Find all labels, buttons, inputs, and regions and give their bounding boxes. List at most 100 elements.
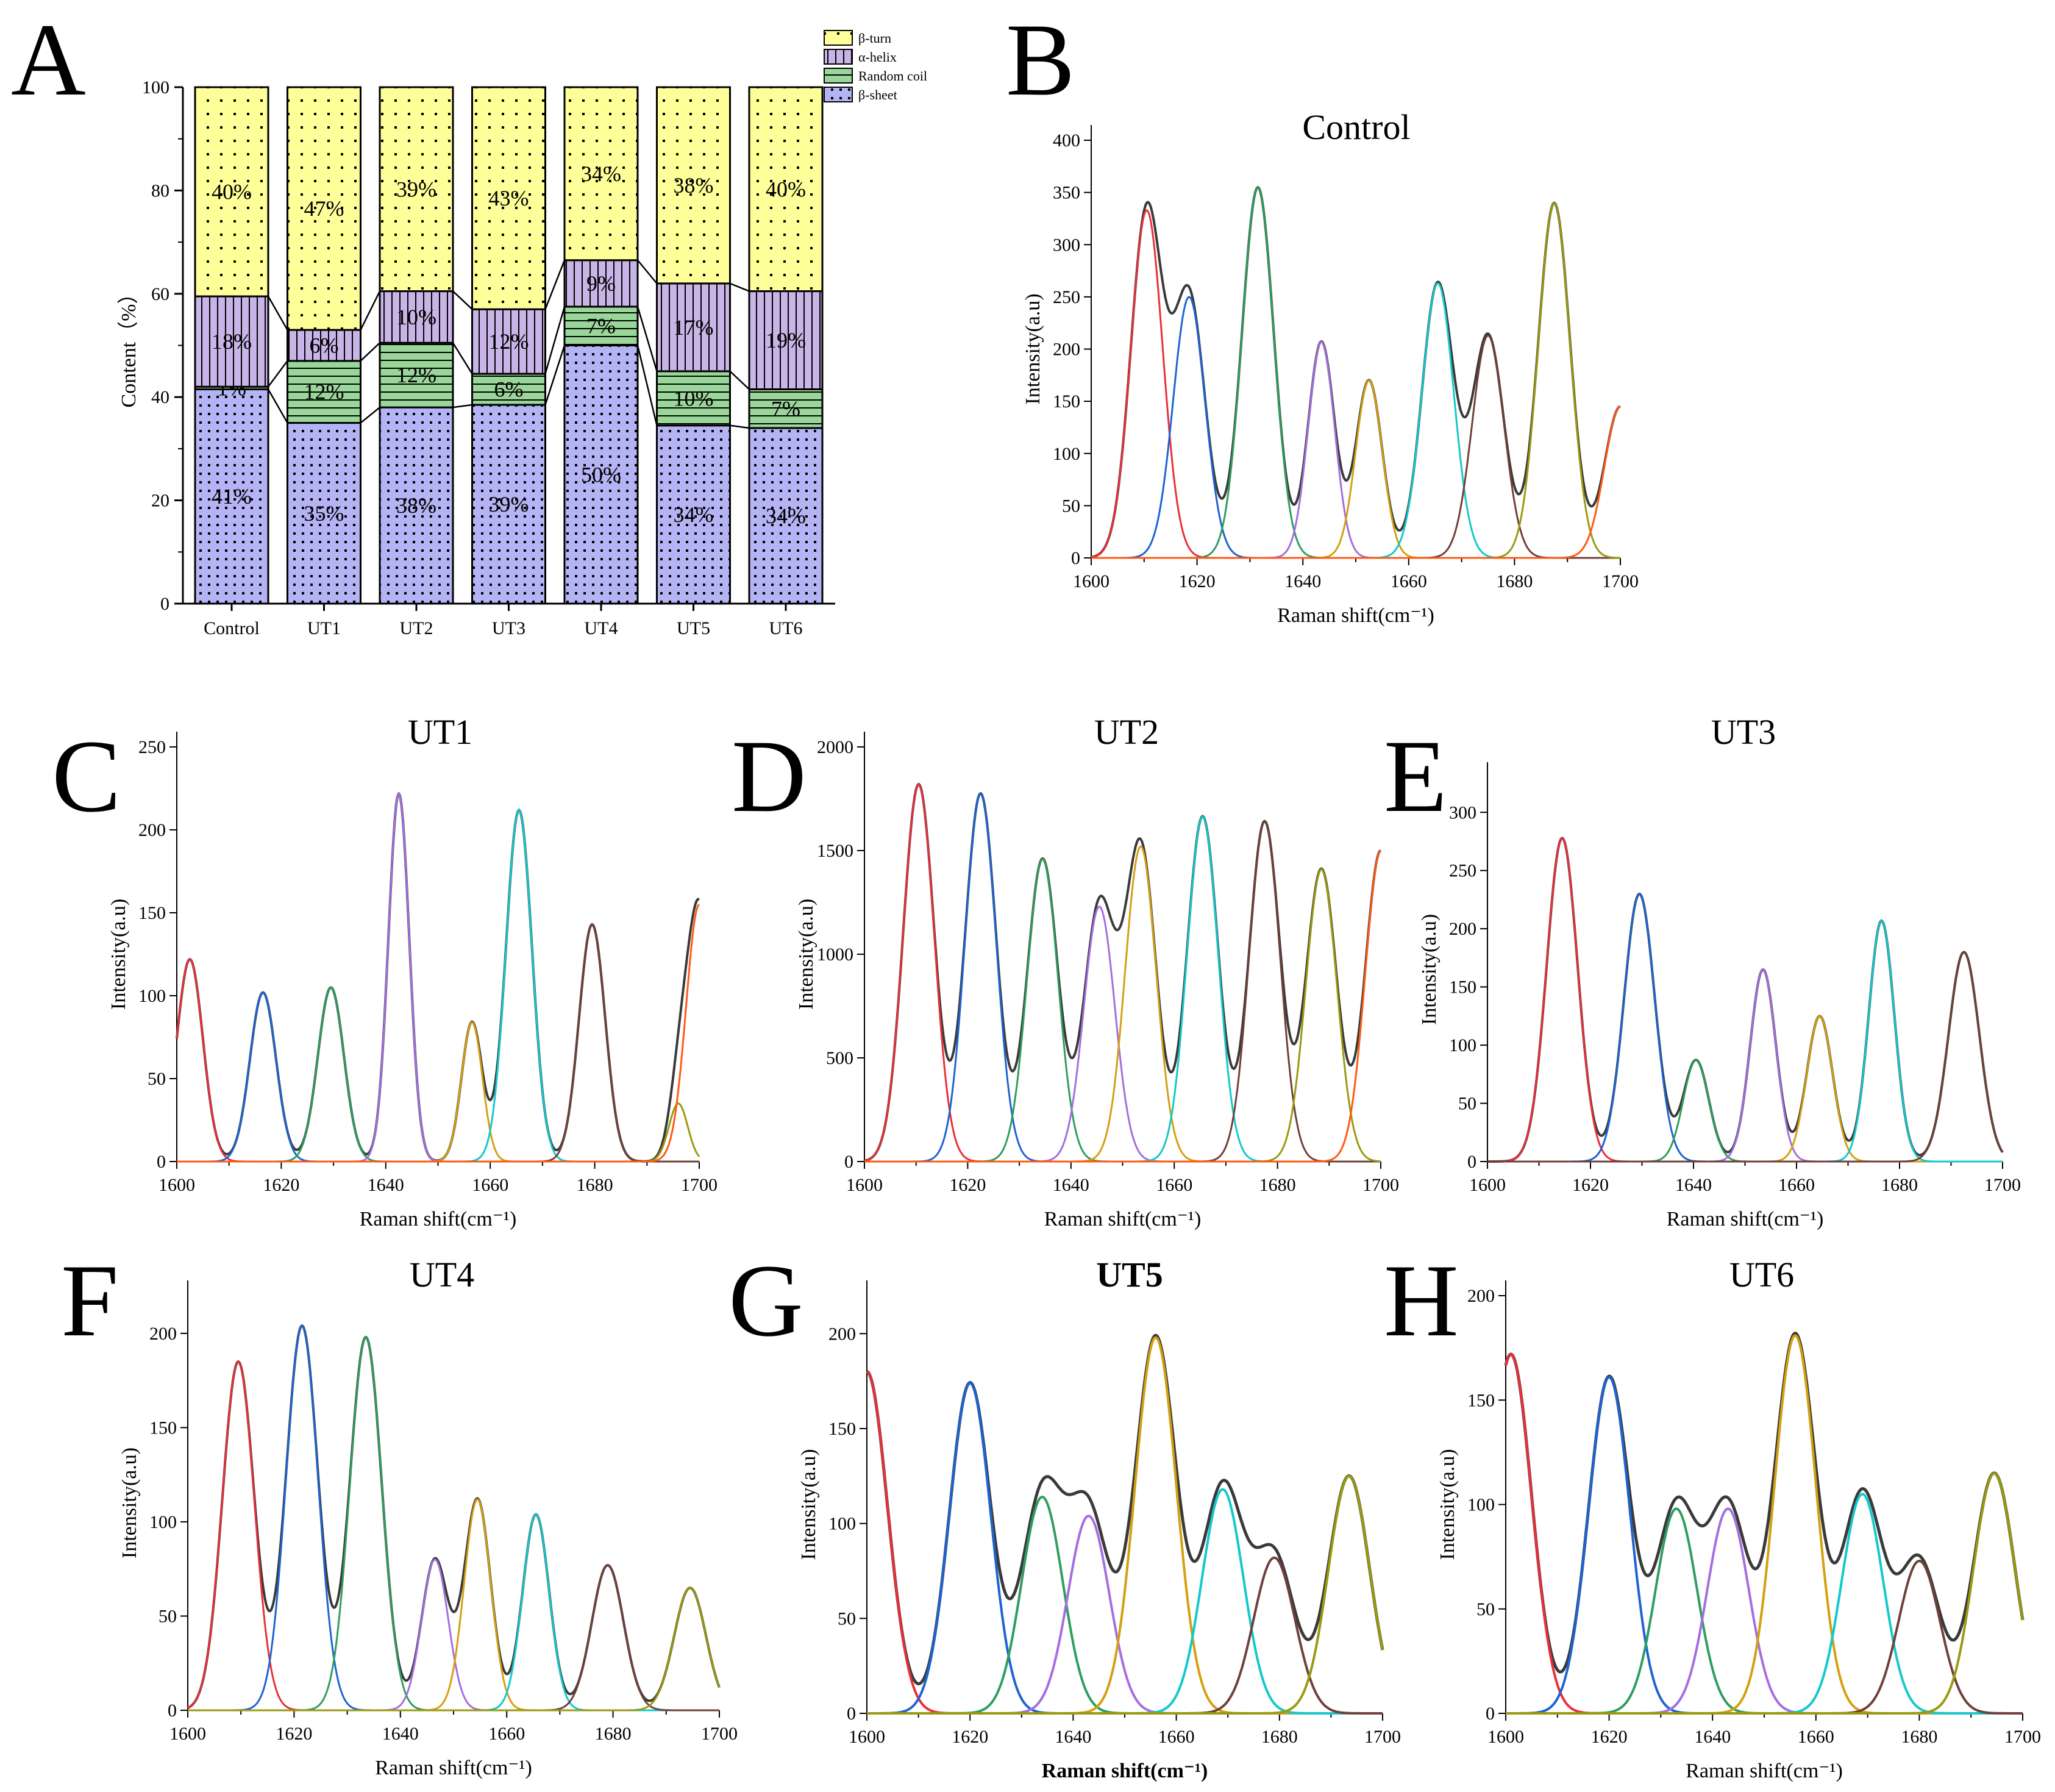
a-bar-segment bbox=[379, 406, 454, 605]
a-legend-swatch bbox=[824, 68, 853, 84]
panel-c-y-tick-label: 250 bbox=[138, 737, 166, 757]
a-bar-segment bbox=[563, 344, 639, 605]
a-connector-line bbox=[452, 404, 472, 409]
a-bar-value-label: 41% bbox=[212, 484, 252, 509]
panel-g-x-tick-label: 1640 bbox=[1055, 1727, 1091, 1747]
panel-h-peak-orange bbox=[1506, 1334, 2023, 1715]
panel-b-peak-green bbox=[1091, 186, 1620, 559]
panel-h-y-axis-label: Intensity(a.u) bbox=[1436, 1449, 1459, 1560]
a-y-tick-label: 0 bbox=[160, 594, 169, 614]
panel-b-title: Control bbox=[1302, 107, 1410, 147]
panel-c-y-tick-label: 150 bbox=[138, 903, 166, 923]
panel-d-x-tick-label: 1620 bbox=[949, 1175, 986, 1195]
a-bar-segment bbox=[471, 404, 546, 605]
panel-c-peak-red bbox=[176, 958, 699, 1163]
a-bar-value-label: 6% bbox=[494, 377, 524, 401]
panel-c-peak-brown bbox=[177, 923, 699, 1163]
panel-e-title: UT3 bbox=[1711, 712, 1776, 752]
panel-d-y-tick-label: 500 bbox=[826, 1048, 853, 1068]
panel-h-peak-olive bbox=[1506, 1472, 2024, 1715]
a-bar-value-label: 47% bbox=[304, 196, 344, 221]
a-bar-segment bbox=[656, 86, 731, 285]
panel-f-peak-olive bbox=[188, 1587, 721, 1712]
a-legend-label: β-sheet bbox=[858, 87, 897, 102]
a-bar-value-label: 7% bbox=[771, 396, 800, 421]
a-bar-value-label: 12% bbox=[304, 380, 344, 404]
a-bar-segment bbox=[748, 388, 824, 429]
panel-d-y-tick-label: 1500 bbox=[817, 841, 853, 861]
panel-c-peak-orangered bbox=[177, 904, 700, 1163]
a-bar-value-label: 12% bbox=[489, 329, 529, 354]
a-x-category-label: UT4 bbox=[585, 618, 618, 638]
a-bar-segment bbox=[471, 86, 546, 310]
a-bar-segment bbox=[194, 86, 269, 298]
panel-e-peak-red bbox=[1487, 837, 2003, 1163]
panel-c-x-tick-label: 1600 bbox=[158, 1175, 195, 1195]
panel-c-x-tick-label: 1660 bbox=[472, 1175, 508, 1195]
panel-c-peak-olive bbox=[177, 1102, 700, 1163]
a-bar-segment bbox=[656, 370, 731, 427]
a-bar-value-label: 10% bbox=[396, 305, 436, 329]
a-bar-value-label: 39% bbox=[396, 177, 436, 201]
panel-f-y-tick-label: 100 bbox=[149, 1512, 177, 1532]
a-connector-line bbox=[544, 345, 566, 405]
a-bar-value-label: 38% bbox=[674, 173, 714, 198]
panel-h-peak-cyan bbox=[1506, 1493, 2023, 1715]
panel-b-x-tick-label: 1600 bbox=[1073, 571, 1109, 591]
panel-f-x-tick-label: 1680 bbox=[595, 1724, 632, 1744]
panel-b-peak-red bbox=[1091, 209, 1620, 559]
a-bar-value-label: 9% bbox=[586, 271, 616, 296]
panel-b-x-tick-label: 1660 bbox=[1391, 571, 1427, 591]
a-connector-line bbox=[730, 282, 750, 292]
a-connector-line bbox=[544, 306, 566, 374]
a-connector-line bbox=[730, 424, 750, 429]
panel-h-title: UT6 bbox=[1729, 1255, 1794, 1294]
panel-g-peak-olive bbox=[867, 1474, 1384, 1715]
panel-e-sum-curve bbox=[1487, 837, 2004, 1163]
a-connector-line bbox=[637, 259, 658, 284]
panel-c-title: UT1 bbox=[408, 712, 472, 752]
panel-f-title: UT4 bbox=[410, 1255, 474, 1294]
panel-b-x-axis-label: Raman shift(cm⁻¹) bbox=[1277, 604, 1434, 627]
panel-letter-b: B bbox=[1006, 2, 1075, 117]
a-bar-segment bbox=[563, 86, 639, 262]
panel-g-x-tick-label: 1700 bbox=[1364, 1727, 1401, 1747]
panel-b-y-tick-label: 100 bbox=[1053, 444, 1080, 464]
panel-c-x-axis-label: Raman shift(cm⁻¹) bbox=[360, 1208, 517, 1230]
panel-b-y-tick-label: 300 bbox=[1053, 235, 1080, 255]
a-connector-line bbox=[267, 360, 288, 388]
panel-c-y-tick-label: 50 bbox=[148, 1069, 166, 1089]
panel-letter-e: E bbox=[1384, 719, 1447, 834]
panel-g-sum-curve bbox=[866, 1333, 1384, 1686]
panel-d-y-tick-label: 2000 bbox=[817, 737, 853, 757]
panel-d-x-tick-label: 1700 bbox=[1362, 1175, 1399, 1195]
panel-c-x-tick-label: 1700 bbox=[681, 1175, 718, 1195]
panel-e-y-tick-label: 100 bbox=[1449, 1035, 1476, 1055]
a-bar-segment bbox=[563, 305, 639, 347]
a-connector-line bbox=[452, 342, 473, 374]
a-bar-value-label: 34% bbox=[766, 504, 806, 528]
panel-f-y-tick-label: 0 bbox=[168, 1701, 177, 1721]
a-legend-swatch bbox=[824, 30, 853, 46]
panel-e-y-tick-label: 50 bbox=[1458, 1094, 1476, 1114]
panel-e-x-tick-label: 1600 bbox=[1469, 1175, 1506, 1195]
panel-b-y-tick-label: 350 bbox=[1053, 183, 1080, 203]
a-x-category-label: UT5 bbox=[677, 618, 710, 638]
panel-f-x-tick-label: 1700 bbox=[701, 1724, 738, 1744]
panel-g-y-tick-label: 100 bbox=[828, 1514, 856, 1534]
a-connector-line bbox=[360, 407, 380, 424]
panel-h-peak-red bbox=[1505, 1352, 2023, 1715]
a-bar-segment bbox=[656, 282, 731, 373]
a-bar-value-label: 12% bbox=[396, 363, 436, 387]
a-legend-label: α-helix bbox=[858, 49, 897, 65]
a-bar-value-label: 39% bbox=[489, 492, 529, 516]
a-connector-line bbox=[636, 345, 658, 426]
panel-c-peak-cyan bbox=[177, 809, 699, 1163]
panel-d-y-tick-label: 1000 bbox=[817, 944, 853, 965]
panel-h-y-tick-label: 100 bbox=[1467, 1495, 1495, 1515]
panel-h-y-tick-label: 150 bbox=[1467, 1390, 1495, 1410]
a-bar-segment bbox=[287, 86, 361, 331]
a-bar-segment bbox=[287, 422, 361, 605]
panel-letter-g: G bbox=[728, 1243, 803, 1358]
